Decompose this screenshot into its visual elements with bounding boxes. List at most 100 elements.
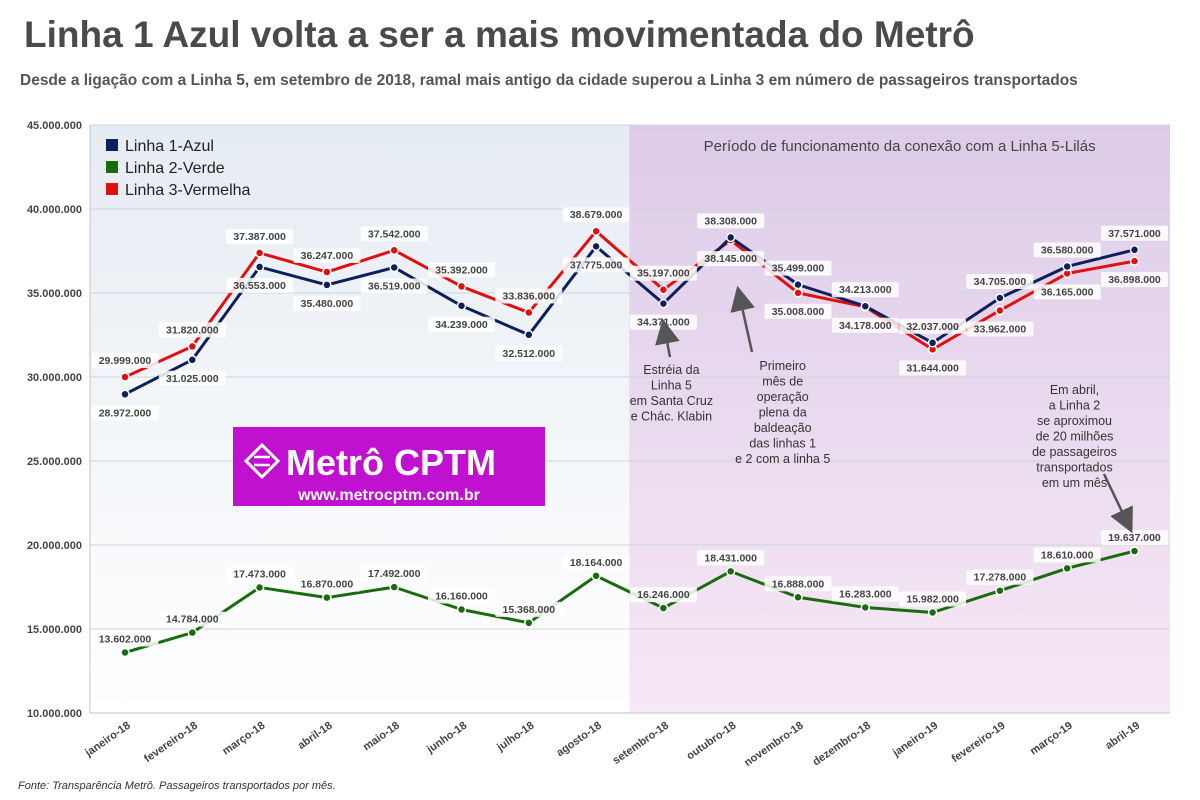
legend: Linha 1-Azul Linha 2-Verde Linha 3-Verme… xyxy=(106,138,251,199)
data-point xyxy=(120,389,130,400)
svg-text:38.308.000: 38.308.000 xyxy=(704,215,757,227)
data-label: 18.164.000 xyxy=(562,554,630,570)
svg-text:35.197.000: 35.197.000 xyxy=(637,268,690,280)
svg-text:15.982.000: 15.982.000 xyxy=(906,594,959,606)
x-tick-label: agosto-18 xyxy=(554,720,603,760)
x-axis-ticks: janeiro-18 fevereiro-18 março-18 abril-18 ma… xyxy=(82,720,1142,769)
data-point xyxy=(995,305,1005,316)
data-point xyxy=(187,355,198,365)
svg-text:36.247.000: 36.247.000 xyxy=(301,250,354,262)
svg-text:Estréia da: Estréia da xyxy=(643,363,699,377)
data-label: 17.473.000 xyxy=(226,566,294,582)
svg-text:Em abril,: Em abril, xyxy=(1050,383,1099,397)
data-label: 36.247.000 xyxy=(293,248,361,264)
data-label: 37.775.000 xyxy=(562,257,630,273)
data-label: 17.492.000 xyxy=(360,566,428,582)
svg-text:operação: operação xyxy=(757,390,809,404)
svg-text:31.820.000: 31.820.000 xyxy=(166,324,219,336)
svg-text:29.999.000: 29.999.000 xyxy=(99,355,152,367)
x-tick-label: novembro-18 xyxy=(742,720,805,769)
svg-text:13.602.000: 13.602.000 xyxy=(99,633,152,645)
data-label: 13.602.000 xyxy=(91,631,159,647)
data-point xyxy=(658,284,669,295)
data-label: 31.025.000 xyxy=(158,370,226,386)
svg-text:em Santa Cruz: em Santa Cruz xyxy=(630,394,713,408)
svg-text:37.775.000: 37.775.000 xyxy=(570,259,623,271)
svg-text:18.164.000: 18.164.000 xyxy=(570,557,623,569)
data-label: 32.512.000 xyxy=(495,345,563,361)
legend-label-linha2: Linha 2-Verde xyxy=(125,160,225,177)
data-label: 36.553.000 xyxy=(226,277,294,293)
data-point xyxy=(322,267,332,277)
data-label: 17.278.000 xyxy=(966,569,1034,585)
x-tick-label: outubro-18 xyxy=(684,720,738,763)
data-label: 16.160.000 xyxy=(428,588,495,604)
data-label: 29.999.000 xyxy=(91,353,159,369)
annotations: Estréia da Linha 5em Santa Cruz e Chác. Kl… xyxy=(630,285,1133,534)
svg-text:35.499.000: 35.499.000 xyxy=(772,263,825,275)
annotation: Em abril, a Linha 2se aproximou de 20 milh… xyxy=(1032,383,1133,534)
data-point xyxy=(389,262,399,273)
data-labels: 29.999.000 28.972.000 13.602.000 31.820.000… xyxy=(91,207,1168,647)
data-label: 34.213.000 xyxy=(831,282,899,298)
data-point xyxy=(927,607,938,618)
svg-text:a Linha 2: a Linha 2 xyxy=(1049,399,1100,413)
svg-text:37.542.000: 37.542.000 xyxy=(368,228,421,240)
data-label: 34.239.000 xyxy=(428,316,495,332)
svg-text:17.473.000: 17.473.000 xyxy=(233,568,286,580)
data-label: 14.784.000 xyxy=(158,611,226,627)
data-point xyxy=(456,281,467,292)
legend-label-linha1: Linha 1-Azul xyxy=(125,138,214,155)
svg-text:31.025.000: 31.025.000 xyxy=(166,373,219,385)
y-tick-label: 35.000.000 xyxy=(27,288,82,300)
svg-text:32.037.000: 32.037.000 xyxy=(906,321,959,333)
svg-text:36.898.000: 36.898.000 xyxy=(1108,274,1161,286)
data-label: 36.580.000 xyxy=(1033,242,1101,258)
data-point xyxy=(860,301,871,311)
annotation-arrow xyxy=(730,285,755,353)
data-label: 18.610.000 xyxy=(1033,547,1101,563)
svg-text:14.784.000: 14.784.000 xyxy=(166,614,219,626)
svg-text:16.870.000: 16.870.000 xyxy=(301,579,354,591)
svg-text:33.962.000: 33.962.000 xyxy=(974,323,1027,335)
data-point xyxy=(456,604,467,615)
data-label: 36.165.000 xyxy=(1033,284,1101,300)
data-point xyxy=(322,592,332,603)
data-point xyxy=(1129,546,1140,556)
data-point xyxy=(524,330,534,340)
data-point xyxy=(1062,563,1072,574)
svg-text:de 20 milhões: de 20 milhões xyxy=(1036,430,1114,444)
series-line-3 xyxy=(124,229,1135,379)
legend-label-linha3: Linha 3-Vermelha xyxy=(125,182,251,199)
legend-swatch-linha2 xyxy=(106,161,118,173)
svg-text:16.888.000: 16.888.000 xyxy=(772,578,825,590)
data-point xyxy=(524,307,534,318)
data-label: 35.008.000 xyxy=(764,303,832,319)
data-point xyxy=(591,241,601,252)
data-point xyxy=(995,293,1005,303)
svg-text:mês de: mês de xyxy=(762,375,803,389)
data-label: 15.982.000 xyxy=(899,591,967,607)
data-label: 37.387.000 xyxy=(226,228,294,244)
data-label: 33.836.000 xyxy=(495,288,563,304)
data-point xyxy=(591,226,601,236)
svg-text:31.644.000: 31.644.000 xyxy=(906,362,959,374)
svg-text:28.972.000: 28.972.000 xyxy=(99,407,152,419)
data-label: 18.431.000 xyxy=(697,550,765,566)
svg-text:36.165.000: 36.165.000 xyxy=(1041,286,1094,298)
svg-text:17.278.000: 17.278.000 xyxy=(974,572,1027,584)
svg-text:transportados: transportados xyxy=(1036,461,1112,475)
svg-text:16.283.000: 16.283.000 xyxy=(839,588,892,600)
svg-text:33.836.000: 33.836.000 xyxy=(503,291,556,303)
data-label: 16.283.000 xyxy=(831,586,899,602)
svg-text:e Chác. Klabin: e Chác. Klabin xyxy=(631,410,712,424)
logo-metro-cptm: Metrô CPTM www.metrocptm.com.br xyxy=(233,427,545,506)
svg-text:16.160.000: 16.160.000 xyxy=(435,591,488,603)
data-point xyxy=(389,245,399,256)
data-point xyxy=(389,582,399,592)
x-tick-label: julho-18 xyxy=(494,720,536,755)
svg-text:38.679.000: 38.679.000 xyxy=(570,209,623,221)
data-label: 34.705.000 xyxy=(966,273,1034,289)
data-label: 31.820.000 xyxy=(158,322,226,338)
